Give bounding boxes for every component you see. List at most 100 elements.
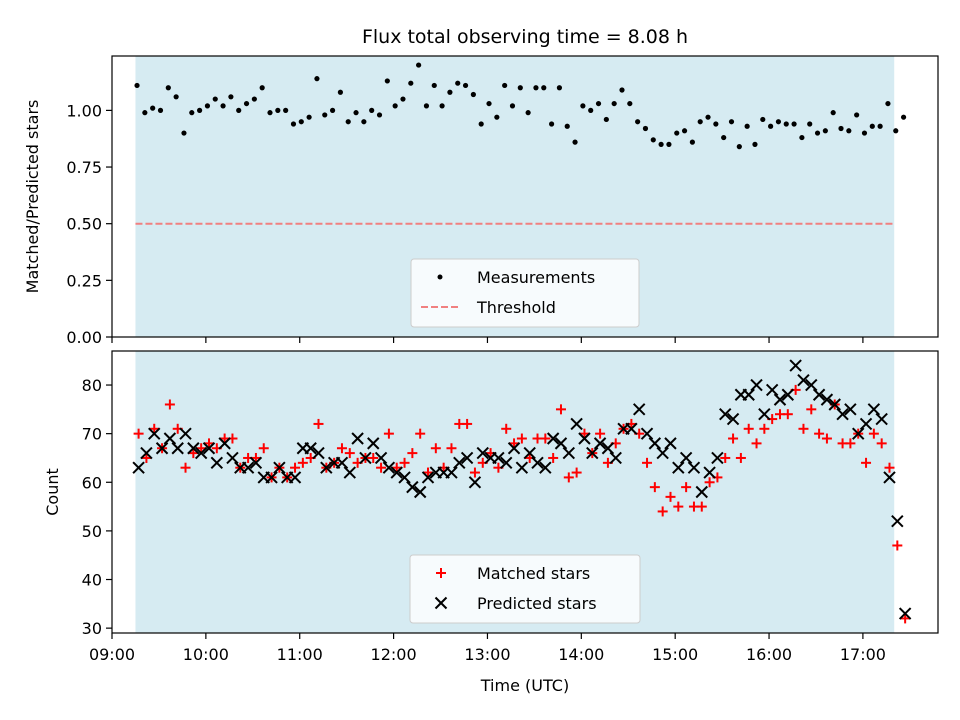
predicted-star-marker	[844, 403, 857, 416]
matched-star-marker	[673, 501, 684, 512]
measurement-point	[314, 76, 320, 82]
measurement-point	[369, 107, 375, 113]
measurement-point	[392, 103, 398, 109]
predicted-star-marker	[773, 393, 787, 406]
legend-label-threshold: Threshold	[476, 298, 556, 317]
matched-star-marker	[798, 423, 809, 434]
measurement-point	[251, 96, 257, 102]
predicted-star-marker	[155, 442, 169, 455]
y-tick-label: 80	[82, 376, 102, 395]
measurement-point	[259, 85, 265, 91]
predicted-star-marker	[202, 442, 216, 455]
measurement-point	[353, 110, 359, 116]
matched-star-marker	[642, 457, 653, 468]
predicted-star-marker	[539, 461, 552, 474]
predicted-star-marker	[351, 432, 364, 445]
measurement-point	[674, 130, 680, 136]
matched-star-marker	[415, 428, 426, 439]
measurement-point	[204, 103, 211, 109]
measurement-point	[572, 139, 578, 145]
legend-measurement-marker	[437, 274, 443, 280]
chart-title: Flux total observing time = 8.08 h	[362, 26, 688, 48]
measurement-point	[423, 103, 430, 109]
predicted-star-marker	[335, 456, 349, 470]
predicted-star-marker	[445, 466, 458, 479]
predicted-star-marker	[812, 388, 826, 401]
x-axis-ticks	[111, 337, 864, 343]
matched-star-marker	[540, 433, 551, 444]
measurement-point	[783, 121, 789, 127]
y-axis-ticks: 30 40 50 60 70 80	[82, 376, 112, 638]
predicted-star-marker	[554, 437, 568, 450]
matched-star-marker	[462, 418, 473, 429]
matched-star-marker	[164, 399, 175, 410]
x-tick-label: 13:00	[464, 645, 510, 664]
predicted-star-marker	[570, 417, 583, 431]
matched-star-marker	[423, 467, 434, 478]
predicted-star-marker	[820, 393, 834, 406]
measurement-point	[509, 103, 516, 109]
legend: Matched stars Predicted stars	[409, 554, 641, 624]
measurement-point	[165, 85, 171, 91]
predicted-star-marker	[648, 437, 662, 450]
predicted-star-marker	[891, 514, 904, 528]
count-panel: 30 40 50 60 70 80 09:00 10:00 11:00 12:00 13:00 14…	[43, 350, 939, 695]
measurement-point	[197, 107, 203, 113]
matched-star-marker	[446, 443, 457, 454]
legend-predicted-marker	[434, 596, 448, 610]
matched-star-marker	[821, 433, 832, 444]
predicted-star-marker	[852, 427, 865, 440]
matched-star-marker	[720, 452, 731, 463]
matched-star-marker	[884, 462, 895, 473]
legend-box	[409, 554, 641, 624]
measurement-point	[361, 119, 367, 125]
matched-star-marker	[759, 423, 770, 434]
measurement-point	[580, 103, 586, 109]
measurement-point	[150, 105, 156, 111]
predicted-star-marker	[171, 442, 184, 455]
measurement-point	[189, 110, 195, 116]
predicted-star-marker	[859, 417, 873, 431]
y-tick-label: 1.00	[66, 101, 102, 120]
measurement-point	[243, 100, 250, 107]
measurement-point	[564, 123, 570, 129]
predicted-star-marker	[476, 446, 489, 460]
measurement-point	[322, 112, 328, 118]
measurement-point	[134, 82, 140, 89]
measurement-point	[635, 119, 641, 125]
matched-star-marker	[814, 428, 825, 439]
predicted-star-marker	[883, 471, 896, 484]
predicted-star-marker	[632, 403, 646, 416]
measurement-point	[275, 107, 281, 113]
measurement-point	[807, 121, 813, 127]
x-axis-label: Time (UTC)	[480, 676, 569, 695]
measurement-point	[595, 100, 602, 107]
measurement-point	[486, 100, 492, 107]
measurement-point	[439, 103, 445, 109]
measurement-point	[869, 123, 875, 129]
predicted-star-marker	[672, 461, 685, 474]
y-axis-ticks: 0.00 0.25 0.50 0.75 1.00	[66, 101, 112, 347]
matched-star-marker	[149, 423, 160, 434]
measurement-point	[775, 119, 782, 125]
measurement-point	[846, 128, 852, 134]
matched-star-marker	[297, 457, 308, 468]
predicted-star-marker	[398, 471, 411, 484]
measurement-point	[290, 121, 297, 127]
measurement-point	[236, 107, 242, 113]
predicted-star-marker	[515, 461, 529, 474]
predicted-star-marker	[273, 461, 286, 474]
matched-star-marker	[141, 452, 152, 463]
predicted-star-marker	[382, 461, 396, 474]
matched-star-marker	[579, 428, 590, 439]
measurement-point	[548, 121, 555, 127]
predicted-star-marker	[828, 398, 841, 411]
predicted-star-marker	[898, 607, 912, 620]
predicted-star-marker	[797, 373, 810, 387]
predicted-star-marker	[695, 485, 708, 499]
measurement-point	[298, 119, 304, 125]
predicted-star-marker	[249, 456, 263, 470]
predicted-star-marker	[875, 412, 888, 426]
x-tick-label: 17:00	[840, 645, 886, 664]
measurement-point	[533, 85, 539, 91]
